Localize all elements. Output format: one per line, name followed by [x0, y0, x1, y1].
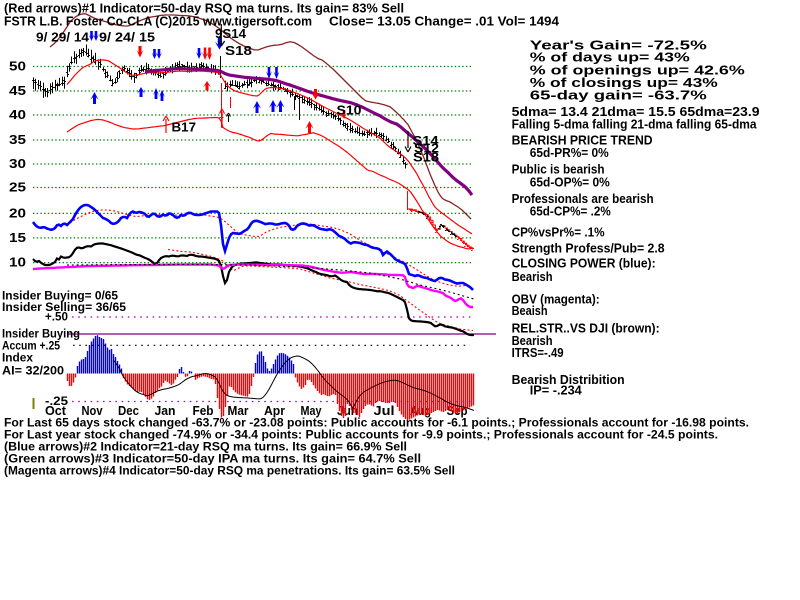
svg-text:Beaish: Beaish: [512, 303, 548, 318]
svg-text:OBV (magenta):: OBV (magenta):: [512, 292, 600, 307]
svg-text:Public is bearish: Public is bearish: [512, 162, 605, 177]
svg-text:9/ 29/ 14: 9/ 29/ 14: [36, 29, 90, 44]
svg-text:65-day gain= -63.7%: 65-day gain= -63.7%: [530, 88, 708, 103]
svg-text:35: 35: [9, 132, 26, 147]
svg-text:Oct: Oct: [45, 403, 67, 418]
svg-text:5dma= 13.4 21dma= 15.5 65dma=2: 5dma= 13.4 21dma= 15.5 65dma=23.9: [512, 104, 760, 119]
svg-text:20: 20: [9, 205, 26, 220]
svg-text:30: 30: [9, 156, 26, 171]
svg-text:S12: S12: [414, 141, 439, 156]
svg-text:-.25: -.25: [45, 394, 68, 408]
svg-text:S10: S10: [337, 103, 362, 118]
svg-text:65d-PR%= 0%: 65d-PR%= 0%: [530, 145, 609, 160]
svg-text:(Green arrows)#3 Indicator=50-: (Green arrows)#3 Indicator=50-day IPA ma…: [4, 452, 421, 466]
svg-text:65d-OP%= 0%: 65d-OP%= 0%: [530, 175, 610, 190]
svg-text:65d-CP%= .2%: 65d-CP%= .2%: [530, 204, 611, 219]
svg-text:25: 25: [9, 180, 26, 195]
svg-text:IP= -.234: IP= -.234: [530, 383, 583, 398]
svg-text:15: 15: [9, 230, 26, 245]
svg-text:Insider Buying: Insider Buying: [2, 327, 80, 341]
svg-text:9S14: 9S14: [215, 26, 247, 41]
svg-text:ITRS=-.49: ITRS=-.49: [512, 345, 564, 360]
svg-text:Accum +.25: Accum +.25: [2, 339, 60, 353]
svg-text:Strength Profess/Pub= 2.8: Strength Profess/Pub= 2.8: [512, 241, 665, 256]
svg-text:May: May: [301, 403, 323, 418]
svg-text:AI= 32/200: AI= 32/200: [2, 364, 64, 378]
svg-text:Insider Selling= 36/65: Insider Selling= 36/65: [2, 300, 126, 314]
svg-text:FSTR L.B. Foster Co-CLA (C: FSTR L.B. Foster Co-CLA (C)2015 www.tige…: [4, 14, 312, 29]
svg-text:Bearish: Bearish: [512, 333, 553, 348]
svg-text:% of closings up= 43%: % of closings up= 43%: [530, 75, 719, 90]
svg-text:For Last 65 days stock changed: For Last 65 days stock changed -63.7% or…: [4, 416, 749, 430]
svg-text:50: 50: [9, 59, 26, 74]
svg-text:Close= 13.05 Change= .01 Vo: Close= 13.05 Change= .01 Vol= 1494: [329, 14, 560, 29]
svg-text:45: 45: [9, 83, 26, 98]
svg-text:Insider Buying= 0/65: Insider Buying= 0/65: [2, 289, 118, 303]
svg-text:Feb: Feb: [193, 403, 214, 418]
svg-text:Year's Gain= -72.5%: Year's Gain= -72.5%: [530, 37, 708, 52]
svg-text:For Last year stock changed -7: For Last year stock changed -74.9% or -3…: [4, 428, 718, 442]
svg-text:REL.STR..VS DJI (brown):: REL.STR..VS DJI (brown):: [512, 321, 660, 336]
svg-text:BEARISH PRICE TREND: BEARISH PRICE TREND: [512, 133, 653, 148]
svg-text:% of days up= 43%: % of days up= 43%: [530, 50, 691, 65]
svg-text:9/ 24/ 15: 9/ 24/ 15: [99, 29, 155, 44]
svg-text:(Blue arrows)#2 Indicator=21-d: (Blue arrows)#2 Indicator=21-day RSQ ma …: [4, 440, 407, 454]
svg-text:Bearish Distribition: Bearish Distribition: [512, 372, 625, 387]
svg-text:Nov: Nov: [82, 403, 104, 418]
svg-text:S18: S18: [413, 150, 439, 165]
svg-text:Bearish: Bearish: [512, 269, 553, 284]
svg-text:S18: S18: [225, 43, 252, 58]
svg-text:(Magenta arrows)#4 Indicator=5: (Magenta arrows)#4 Indicator=50-day RSQ …: [4, 464, 455, 478]
svg-text:Index: Index: [2, 351, 33, 365]
svg-text:CLOSING POWER (blue):: CLOSING POWER (blue):: [512, 256, 656, 271]
svg-text:Jan: Jan: [155, 403, 176, 418]
svg-text:% of openings up= 42.6%: % of openings up= 42.6%: [530, 63, 746, 78]
svg-text:B17: B17: [172, 120, 197, 135]
svg-text:Jul: Jul: [374, 403, 395, 418]
svg-text:CP%vsPr%= .1%: CP%vsPr%= .1%: [512, 225, 605, 240]
svg-text:Falling 5-dma falling 21-dma f: Falling 5-dma falling 21-dma falling 65-…: [512, 117, 758, 132]
svg-text:10: 10: [9, 255, 26, 270]
svg-text:+.50: +.50: [45, 310, 68, 324]
svg-text:Mar: Mar: [228, 403, 249, 418]
svg-text:S14: S14: [413, 133, 440, 148]
svg-text:Professionals are bearish: Professionals are bearish: [512, 191, 654, 206]
svg-text:Jun: Jun: [337, 403, 358, 418]
svg-text:Dec: Dec: [118, 403, 139, 418]
svg-text:40: 40: [9, 107, 26, 122]
svg-text:Apr: Apr: [264, 403, 285, 418]
svg-text:(Red arrows)#1 Indicator=50-da: (Red arrows)#1 Indicator=50-day RSQ ma t…: [4, 1, 404, 16]
